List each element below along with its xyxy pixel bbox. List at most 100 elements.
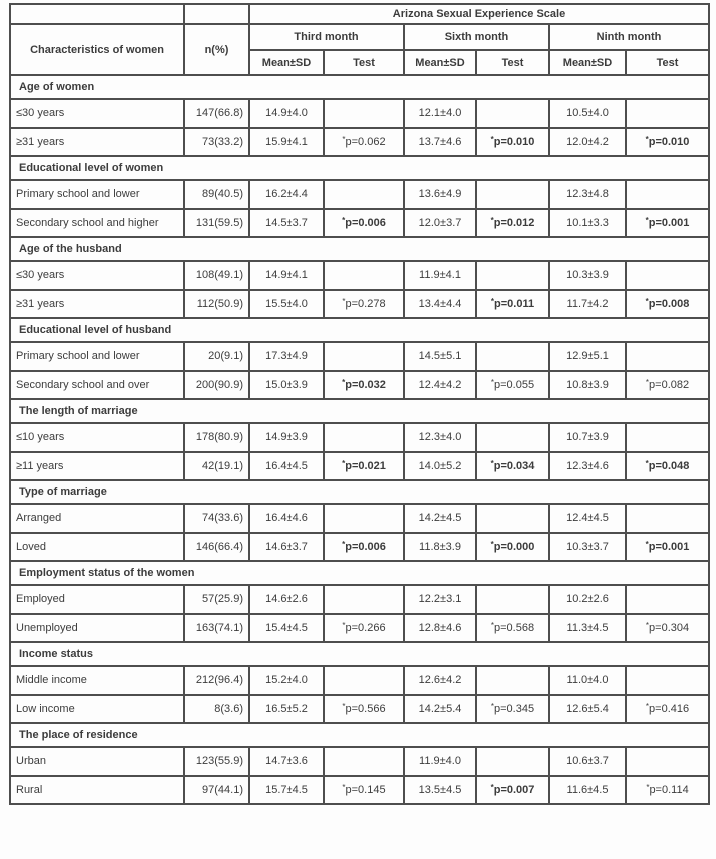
test-p-value-cell <box>624 503 711 534</box>
significance-asterisk: * <box>645 540 649 550</box>
n-value-cell: 147(66.8) <box>183 98 250 129</box>
mean-sd-cell: 11.9±4.1 <box>403 260 477 291</box>
section-header-row: Income status <box>8 641 711 667</box>
significance-asterisk: * <box>645 297 649 307</box>
significance-asterisk: * <box>342 216 346 226</box>
significance-asterisk: * <box>490 621 495 631</box>
mean-sd-cell: 15.9±4.1 <box>248 126 325 157</box>
test-p-value-cell <box>323 341 405 372</box>
test-p-value-cell: *p=0.304 <box>624 612 711 643</box>
mean-sd-cell: 12.3±4.6 <box>548 450 627 481</box>
col-header-characteristics: Characteristics of women <box>9 23 185 76</box>
row-label-cell: ≥11 years <box>9 450 185 481</box>
sub-header-mean-sd: Mean±SD <box>248 49 325 76</box>
month-header-third: Third month <box>248 23 405 51</box>
test-p-value-cell <box>475 422 550 453</box>
test-p-value-cell <box>475 179 550 210</box>
significance-asterisk: * <box>490 702 495 712</box>
row-label-cell: Loved <box>9 531 185 562</box>
mean-sd-cell: 11.8±3.9 <box>403 531 477 562</box>
row-label-cell: Primary school and lower <box>9 179 185 210</box>
n-value-cell: 163(74.1) <box>183 612 250 643</box>
test-p-value-cell <box>624 665 711 696</box>
mean-sd-cell: 14.2±5.4 <box>403 693 477 724</box>
test-p-value-cell: *p=0.568 <box>475 612 550 643</box>
mean-sd-cell: 10.3±3.9 <box>548 260 627 291</box>
section-header-row: Type of marriage <box>8 479 711 505</box>
mean-sd-cell: 14.7±3.6 <box>248 746 325 777</box>
section-header-label: Educational level of husband <box>8 317 711 343</box>
test-p-value-cell <box>475 503 550 534</box>
mean-sd-cell: 12.9±5.1 <box>548 341 627 372</box>
significance-asterisk: * <box>645 702 650 712</box>
section-header-label: Age of the husband <box>8 236 711 262</box>
significance-asterisk: * <box>645 378 650 388</box>
significance-asterisk: * <box>342 297 346 307</box>
table-row: Employed 57(25.9) 14.6±2.6 12.2±3.1 10.2±2.6 <box>9 584 711 615</box>
table-row: Arranged 74(33.6) 16.4±4.6 14.2±4.5 12.4±4.5 <box>9 503 711 534</box>
mean-sd-cell: 10.1±3.3 <box>548 207 627 238</box>
row-label-cell: Middle income <box>9 665 185 696</box>
section-header-label: Educational level of women <box>8 155 711 181</box>
table-row: Unemployed 163(74.1) 15.4±4.5 *p=0.266 12.8±… <box>9 612 711 643</box>
test-p-value-cell <box>323 746 405 777</box>
test-p-value-cell <box>624 746 711 777</box>
n-value-cell: 200(90.9) <box>183 369 250 400</box>
mean-sd-cell: 14.5±3.7 <box>248 207 325 238</box>
n-value-cell: 108(49.1) <box>183 260 250 291</box>
mean-sd-cell: 15.7±4.5 <box>248 774 325 805</box>
test-p-value-cell: *p=0.008 <box>624 288 711 319</box>
section-header-row: The place of residence <box>8 722 711 748</box>
mean-sd-cell: 14.0±5.2 <box>403 450 477 481</box>
row-label-cell: Secondary school and higher <box>9 207 185 238</box>
row-label-cell: Rural <box>9 774 185 805</box>
significance-asterisk: * <box>490 378 495 388</box>
significance-asterisk: * <box>490 297 495 307</box>
test-p-value-cell <box>323 503 405 534</box>
sub-header-test: Test <box>475 49 550 76</box>
mean-sd-cell: 11.0±4.0 <box>548 665 627 696</box>
mean-sd-cell: 10.3±3.7 <box>548 531 627 562</box>
mean-sd-cell: 12.8±4.6 <box>403 612 477 643</box>
test-p-value-cell: *p=0.000 <box>475 531 550 562</box>
significance-asterisk: * <box>645 459 649 469</box>
sub-header-row: Mean±SD Test Mean±SD Test Mean±SD Test <box>10 49 711 76</box>
month-header-ninth: Ninth month <box>547 23 711 51</box>
significance-asterisk: * <box>490 216 494 226</box>
test-p-value-cell: *p=0.012 <box>475 207 550 238</box>
mean-sd-cell: 14.9±4.0 <box>248 98 325 129</box>
test-p-value-cell <box>323 422 405 453</box>
mean-sd-cell: 16.5±5.2 <box>248 693 325 724</box>
n-value-cell: 212(96.4) <box>183 665 250 696</box>
test-p-value-cell <box>475 341 550 372</box>
mean-sd-cell: 16.2±4.4 <box>248 179 325 210</box>
mean-sd-cell: 10.7±3.9 <box>548 422 627 453</box>
significance-asterisk: * <box>342 783 346 793</box>
mean-sd-cell: 12.3±4.8 <box>548 179 627 210</box>
test-p-value-cell <box>475 98 550 129</box>
test-p-value-cell <box>323 260 405 291</box>
month-header-sixth: Sixth month <box>403 23 550 51</box>
n-value-cell: 20(9.1) <box>183 341 250 372</box>
test-p-value-cell: *p=0.034 <box>475 450 550 481</box>
row-label-cell: Low income <box>9 693 185 724</box>
test-p-value-cell: *p=0.266 <box>323 612 405 643</box>
mean-sd-cell: 10.2±2.6 <box>548 584 627 615</box>
significance-asterisk: * <box>645 621 650 631</box>
mean-sd-cell: 11.6±4.5 <box>548 774 627 805</box>
n-value-cell: 146(66.4) <box>183 531 250 562</box>
n-value-cell: 97(44.1) <box>183 774 250 805</box>
mean-sd-cell: 15.0±3.9 <box>248 369 325 400</box>
mean-sd-cell: 13.6±4.9 <box>403 179 477 210</box>
mean-sd-cell: 11.9±4.0 <box>403 746 477 777</box>
mean-sd-cell: 14.9±3.9 <box>248 422 325 453</box>
section-header-row: Age of women <box>8 74 711 100</box>
title-row: Arizona Sexual Experience Scale <box>9 3 711 25</box>
n-value-cell: 178(80.9) <box>183 422 250 453</box>
significance-asterisk: * <box>490 135 494 145</box>
test-p-value-cell <box>624 98 711 129</box>
significance-asterisk: * <box>490 459 494 469</box>
significance-asterisk: * <box>490 540 494 550</box>
section-header-label: Type of marriage <box>8 479 711 505</box>
table-row: Low income 8(3.6) 16.5±5.2 *p=0.566 14.2±5.4… <box>9 693 711 724</box>
